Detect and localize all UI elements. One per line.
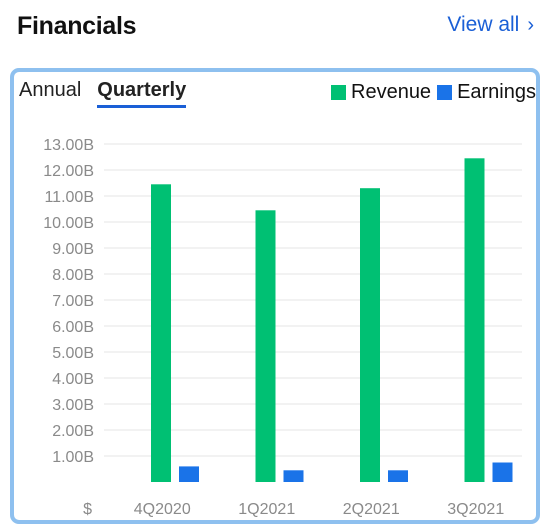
y-tick-label: 13.00B: [43, 137, 94, 154]
y-tick-label: 8.00B: [52, 267, 94, 284]
legend-revenue-label: Revenue: [351, 81, 432, 103]
legend-earnings-label: Earnings: [457, 81, 536, 103]
bar-revenue: [464, 158, 485, 483]
financials-card: Annual Quarterly Revenue Earnings $1.00B…: [10, 68, 540, 524]
legend-revenue: Revenue: [331, 81, 431, 104]
tab-quarterly[interactable]: Quarterly: [97, 79, 187, 108]
tab-annual[interactable]: Annual: [19, 79, 82, 101]
bar-revenue: [360, 188, 380, 482]
y-tick-label: 11.00B: [44, 189, 94, 206]
y-tick-label: 7.00B: [52, 293, 94, 310]
y-tick-label: 4.00B: [52, 371, 94, 388]
x-tick-label: 2Q2021: [343, 501, 400, 518]
view-all-link[interactable]: View all ›: [447, 13, 534, 37]
y-tick-label: 1.00B: [52, 449, 94, 466]
y-tick-label: 12.00B: [43, 163, 94, 180]
bar-earnings: [492, 462, 513, 482]
x-tick-label: 4Q2020: [134, 501, 191, 518]
chart-legend: Revenue Earnings: [331, 81, 536, 104]
legend-earnings: Earnings: [437, 81, 536, 104]
legend-revenue-swatch: [331, 85, 346, 100]
legend-earnings-swatch: [437, 85, 453, 100]
y-tick-label: 6.00B: [52, 319, 94, 336]
y-tick-label: 10.00B: [43, 215, 94, 232]
y-tick-label: 2.00B: [52, 423, 94, 440]
y-tick-label: 3.00B: [52, 397, 94, 414]
revenue-earnings-chart: $1.00B 2.00B 3.00B 4.00B 5.00B 6.00B 7.00B 8.00…: [43, 137, 522, 518]
bar-revenue: [255, 210, 276, 483]
section-title: Financials: [17, 12, 137, 40]
y-tick-label: $: [83, 501, 92, 518]
y-tick-label: 9.00B: [52, 241, 94, 258]
view-all-label: View all: [447, 13, 520, 36]
period-tabs: Annual Quarterly: [19, 79, 187, 108]
x-tick-label: 1Q2021: [238, 501, 295, 518]
bar-earnings: [179, 466, 199, 482]
y-tick-label: 5.00B: [52, 345, 94, 362]
bar-earnings: [283, 470, 304, 482]
chevron-right-icon: ›: [527, 13, 534, 36]
financials-header: Financials View all ›: [0, 0, 550, 60]
bar-revenue: [151, 184, 171, 483]
x-tick-label: 3Q2021: [447, 501, 504, 518]
bar-earnings: [388, 470, 408, 482]
